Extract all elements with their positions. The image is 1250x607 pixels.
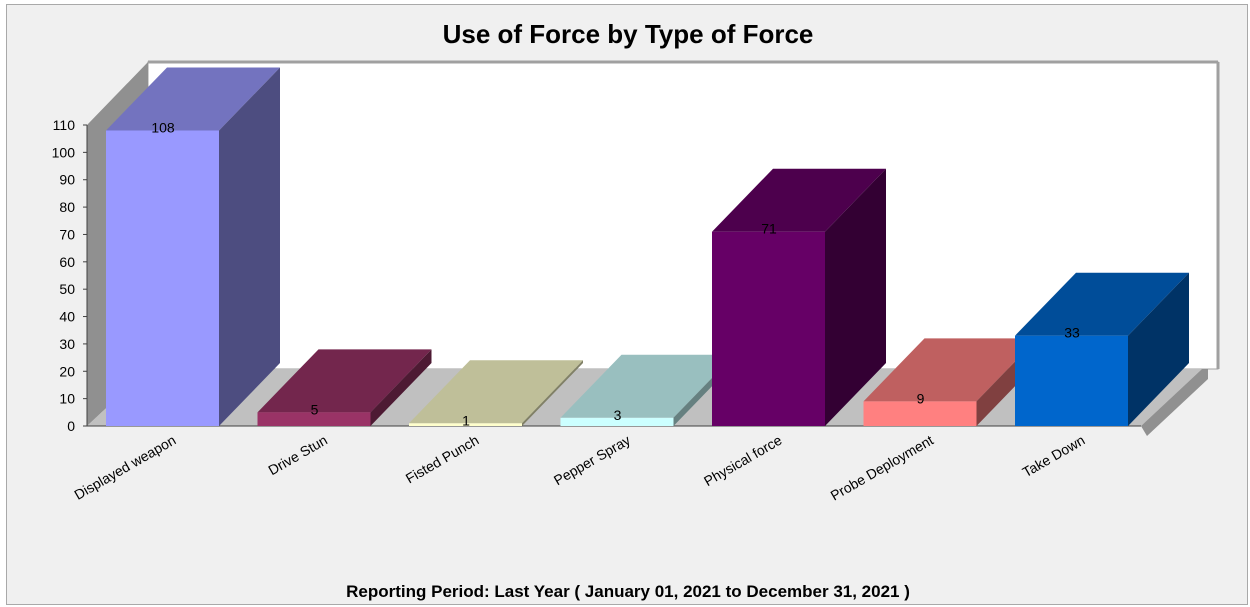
data-label: 33: [1064, 325, 1080, 341]
chart-title: Use of Force by Type of Force: [442, 19, 814, 49]
bar-top-face: [1015, 272, 1189, 336]
x-axis-labels: Displayed weapon Drive Stun Fisted Punch Pe…: [71, 432, 1087, 504]
y-tick-label: 50: [59, 281, 75, 297]
y-axis-ticks: 0 10 20 30 40 50 60 70 80 90 100 110: [52, 117, 87, 434]
y-tick-label: 80: [59, 199, 75, 215]
y-tick-label: 20: [59, 363, 75, 379]
bar-front-face: [257, 412, 371, 426]
bar-fisted-punch: 1: [409, 360, 583, 428]
data-label: 3: [614, 407, 622, 423]
y-tick-label: 70: [59, 226, 75, 242]
bar-displayed-weapon: 108: [106, 67, 280, 427]
data-label: 108: [151, 119, 175, 135]
bar-side-face: [522, 360, 583, 426]
data-label: 1: [462, 412, 470, 428]
bar-side-face: [1128, 272, 1189, 426]
chart-panel: Use of Force by Type of Force 0 10 20 30 40 5…: [6, 4, 1248, 605]
bar-top-face: [712, 168, 886, 232]
bar-front-face: [712, 231, 825, 426]
y-tick-label: 100: [52, 144, 76, 160]
bar-front-face: [1015, 335, 1128, 426]
bar-front-face: [560, 417, 674, 426]
bar-physical-force: 71: [712, 168, 886, 426]
x-tick-label: Fisted Punch: [403, 432, 482, 487]
x-tick-label: Physical force: [701, 432, 785, 490]
bar-top-face: [863, 338, 1038, 402]
x-tick-label: Take Down: [1020, 432, 1088, 480]
x-tick-label: Pepper Spray: [551, 432, 633, 489]
bar-side-face: [825, 168, 886, 426]
y-tick-label: 0: [67, 418, 75, 434]
y-tick-label: 40: [59, 309, 75, 325]
data-label: 9: [917, 390, 925, 406]
bar-top-face: [106, 67, 280, 131]
bar-chart: 0 10 20 30 40 50 60 70 80 90 100 110 108 5 1 3 71 9 33 Di…: [52, 60, 1220, 504]
bar-front-face: [863, 401, 977, 426]
bar-top-face: [409, 360, 583, 424]
x-tick-label: Drive Stun: [265, 432, 330, 479]
y-tick-label: 90: [59, 172, 75, 188]
y-tick-label: 60: [59, 254, 75, 270]
x-tick-label: Displayed weapon: [71, 432, 178, 503]
bar-take-down: 33: [1015, 272, 1189, 426]
y-tick-label: 110: [53, 117, 76, 133]
bar-top-face: [257, 349, 432, 413]
bar-front-face: [106, 130, 219, 426]
data-label: 5: [311, 401, 319, 417]
bar-side-face: [370, 349, 432, 426]
bar-drive-stun: 5: [257, 349, 432, 426]
y-tick-label: 10: [59, 391, 75, 407]
reporting-period: Reporting Period: Last Year ( January 01…: [346, 582, 910, 601]
bar-top-face: [560, 354, 735, 418]
right-wall-edge: [1141, 369, 1208, 436]
x-tick-label: Probe Deployment: [828, 432, 937, 504]
y-tick-label: 30: [59, 336, 75, 352]
bar-front-face: [409, 423, 522, 426]
bars: 108 5 1 3 71 9 33: [106, 67, 1189, 428]
bar-side-face: [219, 67, 280, 427]
data-label: 71: [761, 221, 777, 237]
